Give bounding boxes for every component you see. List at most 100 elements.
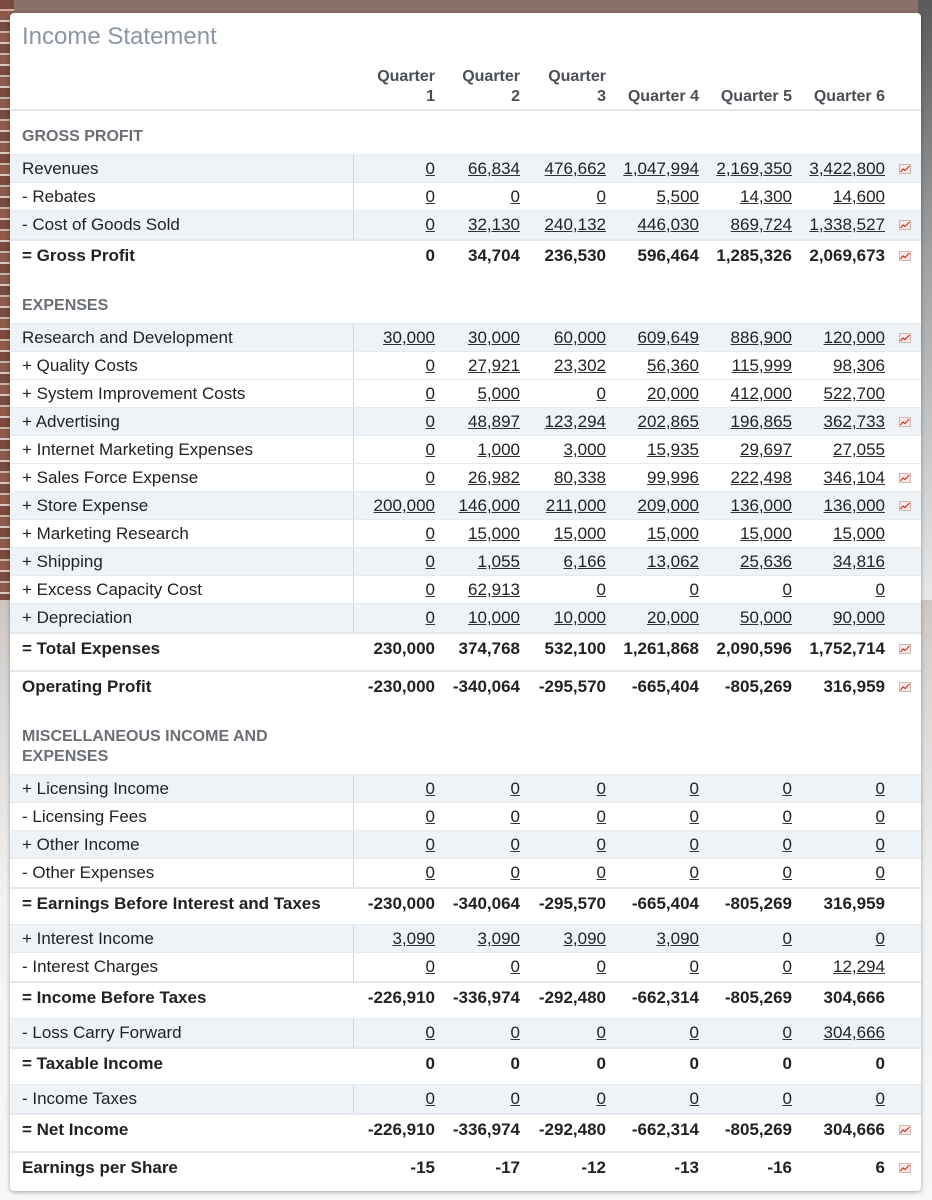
value-link[interactable]: 0 bbox=[689, 580, 699, 599]
value-link[interactable]: 0 bbox=[782, 929, 792, 948]
value-link[interactable]: 0 bbox=[782, 807, 792, 826]
value-link[interactable]: 0 bbox=[425, 412, 435, 431]
value-link[interactable]: 90,000 bbox=[833, 608, 885, 627]
value-link[interactable]: 0 bbox=[596, 807, 606, 826]
value-link[interactable]: 211,000 bbox=[545, 496, 606, 515]
value-link[interactable]: 0 bbox=[782, 957, 792, 976]
value-link[interactable]: 0 bbox=[689, 779, 699, 798]
value-link[interactable]: 15,935 bbox=[647, 440, 699, 459]
value-link[interactable]: 0 bbox=[425, 863, 435, 882]
value-link[interactable]: 0 bbox=[782, 1023, 792, 1042]
value-link[interactable]: 209,000 bbox=[637, 496, 699, 515]
value-link[interactable]: 136,000 bbox=[730, 496, 792, 515]
value-link[interactable]: 25,636 bbox=[740, 552, 792, 571]
value-link[interactable]: 0 bbox=[596, 863, 606, 882]
value-link[interactable]: 0 bbox=[782, 1089, 792, 1108]
value-link[interactable]: 6,166 bbox=[563, 552, 606, 571]
value-link[interactable]: 48,897 bbox=[468, 412, 520, 431]
value-link[interactable]: 222,498 bbox=[730, 468, 792, 487]
mini-line-chart-icon[interactable] bbox=[899, 501, 911, 511]
value-link[interactable]: 13,062 bbox=[647, 552, 699, 571]
value-link[interactable]: 15,000 bbox=[647, 524, 699, 543]
value-link[interactable]: 80,338 bbox=[554, 468, 606, 487]
value-link[interactable]: 362,733 bbox=[823, 412, 885, 431]
value-link[interactable]: 0 bbox=[689, 863, 699, 882]
value-link[interactable]: 0 bbox=[689, 957, 699, 976]
value-link[interactable]: 0 bbox=[425, 187, 435, 206]
value-link[interactable]: 0 bbox=[689, 1023, 699, 1042]
value-link[interactable]: 0 bbox=[510, 1023, 520, 1042]
value-link[interactable]: 3,422,800 bbox=[809, 159, 885, 178]
mini-line-chart-icon[interactable] bbox=[899, 164, 911, 174]
value-link[interactable]: 0 bbox=[425, 580, 435, 599]
value-link[interactable]: 26,982 bbox=[468, 468, 520, 487]
value-link[interactable]: 0 bbox=[689, 1089, 699, 1108]
mini-line-chart-icon[interactable] bbox=[899, 1163, 911, 1173]
value-link[interactable]: 0 bbox=[596, 580, 606, 599]
value-link[interactable]: 0 bbox=[596, 384, 606, 403]
value-link[interactable]: 0 bbox=[510, 1089, 520, 1108]
mini-line-chart-icon[interactable] bbox=[899, 644, 911, 654]
value-link[interactable]: 32,130 bbox=[468, 215, 520, 234]
value-link[interactable]: 3,000 bbox=[563, 440, 606, 459]
value-link[interactable]: 15,000 bbox=[740, 524, 792, 543]
value-link[interactable]: 34,816 bbox=[833, 552, 885, 571]
value-link[interactable]: 30,000 bbox=[468, 328, 520, 347]
value-link[interactable]: 3,090 bbox=[477, 929, 520, 948]
value-link[interactable]: 346,104 bbox=[823, 468, 885, 487]
value-link[interactable]: 56,360 bbox=[647, 356, 699, 375]
value-link[interactable]: 115,999 bbox=[731, 356, 792, 375]
value-link[interactable]: 0 bbox=[425, 835, 435, 854]
value-link[interactable]: 0 bbox=[689, 835, 699, 854]
value-link[interactable]: 3,090 bbox=[563, 929, 606, 948]
value-link[interactable]: 3,090 bbox=[392, 929, 435, 948]
value-link[interactable]: 0 bbox=[425, 552, 435, 571]
value-link[interactable]: 0 bbox=[425, 468, 435, 487]
mini-line-chart-icon[interactable] bbox=[899, 1125, 911, 1135]
value-link[interactable]: 0 bbox=[782, 863, 792, 882]
value-link[interactable]: 0 bbox=[425, 779, 435, 798]
value-link[interactable]: 27,921 bbox=[468, 356, 520, 375]
value-link[interactable]: 304,666 bbox=[823, 1023, 885, 1042]
value-link[interactable]: 0 bbox=[596, 957, 606, 976]
value-link[interactable]: 120,000 bbox=[823, 328, 885, 347]
value-link[interactable]: 0 bbox=[425, 1023, 435, 1042]
value-link[interactable]: 14,300 bbox=[740, 187, 792, 206]
value-link[interactable]: 0 bbox=[782, 835, 792, 854]
value-link[interactable]: 0 bbox=[510, 835, 520, 854]
value-link[interactable]: 240,132 bbox=[544, 215, 606, 234]
value-link[interactable]: 0 bbox=[875, 580, 885, 599]
value-link[interactable]: 0 bbox=[425, 807, 435, 826]
value-link[interactable]: 146,000 bbox=[458, 496, 520, 515]
value-link[interactable]: 30,000 bbox=[383, 328, 435, 347]
value-link[interactable]: 0 bbox=[510, 779, 520, 798]
value-link[interactable]: 5,500 bbox=[656, 187, 699, 206]
value-link[interactable]: 0 bbox=[596, 779, 606, 798]
value-link[interactable]: 29,697 bbox=[740, 440, 792, 459]
value-link[interactable]: 200,000 bbox=[373, 496, 435, 515]
value-link[interactable]: 0 bbox=[596, 1023, 606, 1042]
value-link[interactable]: 0 bbox=[875, 779, 885, 798]
value-link[interactable]: 12,294 bbox=[833, 957, 885, 976]
value-link[interactable]: 15,000 bbox=[833, 524, 885, 543]
value-link[interactable]: 10,000 bbox=[554, 608, 606, 627]
value-link[interactable]: 0 bbox=[425, 608, 435, 627]
value-link[interactable]: 522,700 bbox=[823, 384, 885, 403]
value-link[interactable]: 0 bbox=[596, 835, 606, 854]
value-link[interactable]: 1,047,994 bbox=[623, 159, 699, 178]
value-link[interactable]: 1,000 bbox=[477, 440, 520, 459]
value-link[interactable]: 0 bbox=[425, 356, 435, 375]
value-link[interactable]: 99,996 bbox=[647, 468, 699, 487]
value-link[interactable]: 0 bbox=[425, 440, 435, 459]
value-link[interactable]: 0 bbox=[425, 384, 435, 403]
mini-line-chart-icon[interactable] bbox=[899, 251, 911, 261]
value-link[interactable]: 14,600 bbox=[833, 187, 885, 206]
value-link[interactable]: 0 bbox=[875, 863, 885, 882]
value-link[interactable]: 15,000 bbox=[554, 524, 606, 543]
value-link[interactable]: 98,306 bbox=[833, 356, 885, 375]
value-link[interactable]: 0 bbox=[782, 779, 792, 798]
value-link[interactable]: 0 bbox=[425, 524, 435, 543]
value-link[interactable]: 50,000 bbox=[740, 608, 792, 627]
value-link[interactable]: 0 bbox=[425, 957, 435, 976]
value-link[interactable]: 0 bbox=[425, 159, 435, 178]
